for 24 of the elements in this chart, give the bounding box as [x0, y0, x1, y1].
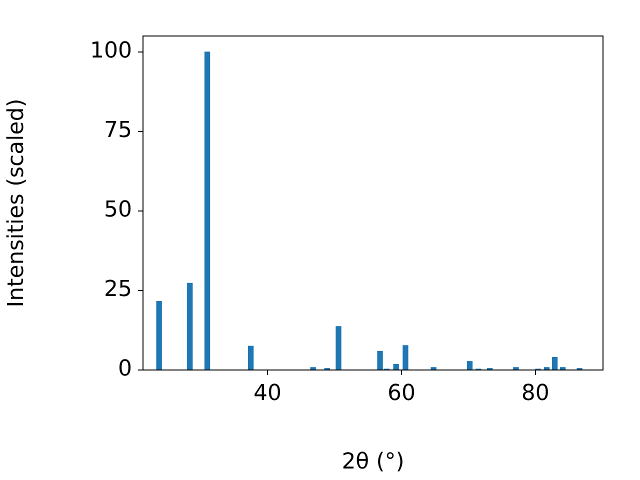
x-tick-label: 60: [387, 380, 416, 406]
y-tick-label: 75: [104, 118, 132, 144]
bar: [393, 364, 399, 370]
bar: [248, 346, 254, 370]
y-tick-label: 25: [104, 277, 132, 302]
bar: [560, 367, 566, 370]
bar: [430, 367, 436, 370]
y-axis-title: Intensities (scaled): [4, 98, 29, 308]
bar: [156, 300, 162, 370]
bar: [466, 361, 473, 370]
y-tick-label: 50: [104, 198, 132, 223]
bar: [513, 367, 519, 370]
x-tick-label: 40: [254, 380, 282, 406]
y-tick-label: 100: [90, 38, 132, 64]
bar: [402, 345, 408, 370]
y-tick-label: 0: [118, 356, 132, 382]
x-tick-label: 80: [521, 380, 550, 406]
bar: [552, 356, 558, 370]
bar: [187, 282, 193, 370]
bar: [544, 367, 550, 370]
bar: [336, 326, 342, 370]
x-axis-title: 2θ (°): [342, 450, 404, 475]
bar: [204, 52, 210, 370]
bar: [310, 367, 316, 370]
